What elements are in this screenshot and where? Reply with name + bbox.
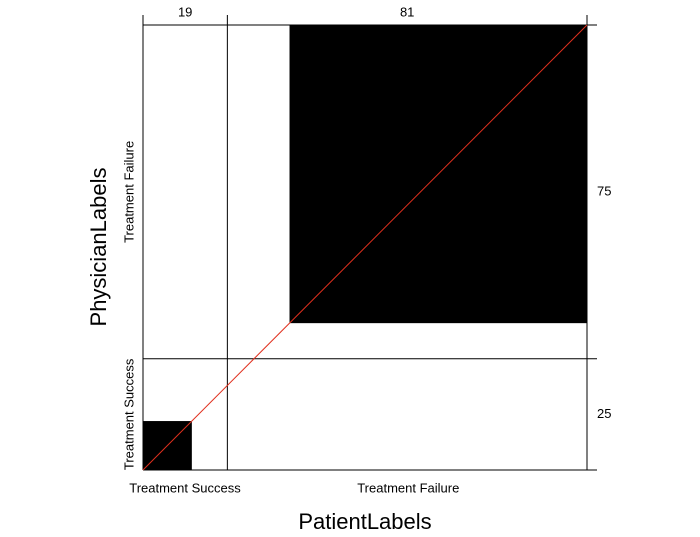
diagonal-reference: [142, 24, 588, 471]
y-axis-title: PhysicianLabels: [86, 168, 111, 327]
disagreement-cell: [191, 323, 228, 359]
x-category-label: Treatment Success: [129, 480, 241, 495]
column-total: 19: [178, 4, 192, 19]
y-category-label: Treatment Failure: [121, 141, 136, 243]
row-total: 25: [597, 406, 611, 421]
column-total: 81: [400, 4, 414, 19]
x-category-label: Treatment Failure: [357, 480, 459, 495]
y-category-label: Treatment Success: [121, 358, 136, 470]
row-total: 75: [597, 183, 611, 198]
x-axis-title: PatientLabels: [298, 509, 431, 534]
disagreement-cell: [227, 358, 290, 422]
